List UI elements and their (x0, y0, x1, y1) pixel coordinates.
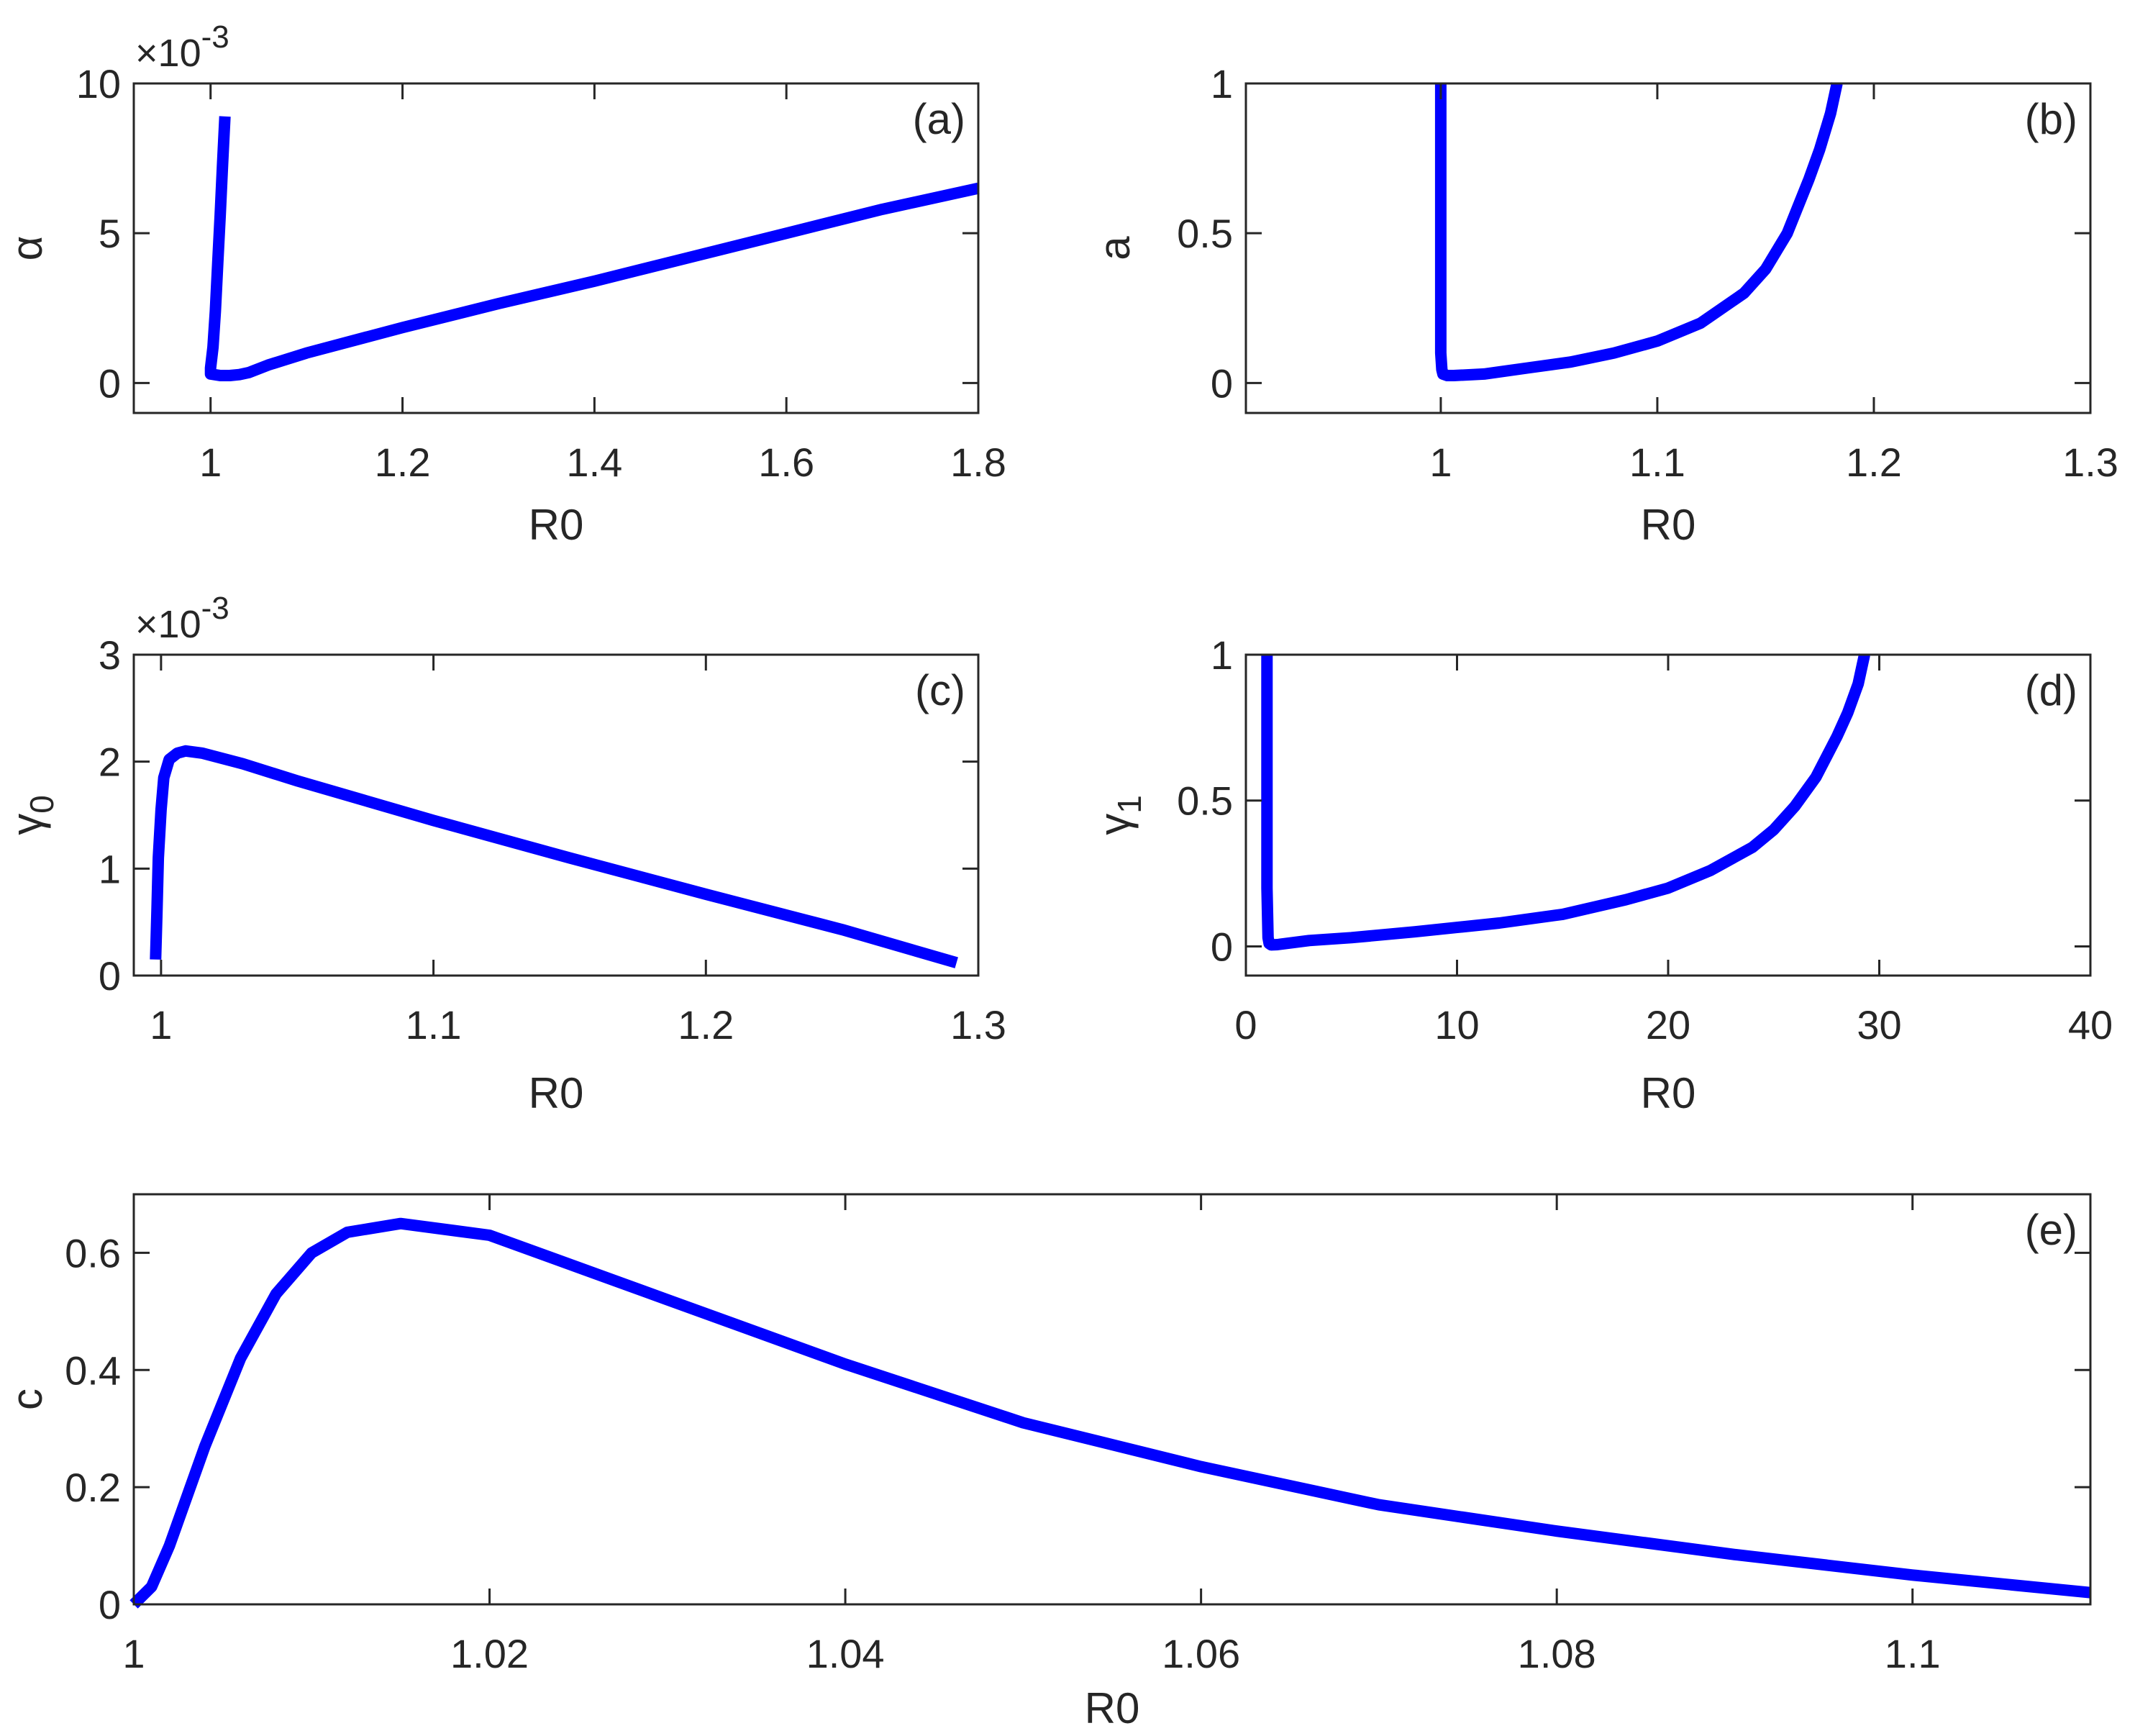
y-tick-label-c: 3 (99, 632, 121, 678)
series-line-d (1261, 653, 1870, 951)
axes-box-e (132, 1193, 2092, 1606)
y-tick-label-d: 0 (1211, 924, 1233, 969)
y-exponent-label-a: ×10-3 (135, 19, 229, 75)
x-tick-label-e: 1.1 (1885, 1631, 1941, 1676)
y-tick-label-c: 0 (99, 953, 121, 999)
y-tick-label-d: 0.5 (1177, 778, 1233, 824)
y-tick-label-e: 0.2 (65, 1465, 121, 1510)
x-tick-label-c: 1 (150, 1002, 172, 1047)
x-tick-label-e: 1.04 (806, 1631, 885, 1676)
x-axis-title-e: R0 (1085, 1684, 1140, 1732)
x-tick-label-c: 1.2 (678, 1002, 734, 1047)
y-axis-title-a: α (3, 236, 51, 261)
x-tick-label-e: 1.02 (450, 1631, 529, 1676)
y-axis-title-d: γ1 (1091, 795, 1148, 835)
axes-box-d (1244, 653, 2092, 977)
x-tick-label-c: 1.1 (406, 1002, 462, 1047)
y-axis-title-c: γ0 (3, 795, 60, 835)
panel-b: 1 1.1 1.2 1.3 0 0.5 1 (b) R0 a (1091, 61, 2118, 549)
axes-box-c (132, 653, 980, 977)
series-line-a (204, 116, 980, 381)
axes-box-a (132, 82, 980, 414)
panel-d: 0 10 20 30 40 0 0.5 1 (d) R0 γ1 (1091, 632, 2113, 1117)
series-line-b (1434, 82, 1843, 381)
y-tick-label-b: 0.5 (1177, 211, 1233, 256)
x-tick-label-b: 1.2 (1846, 440, 1902, 485)
x-tick-label-d: 40 (2068, 1002, 2113, 1047)
x-tick-label-e: 1 (122, 1631, 145, 1676)
panel-label-d: (d) (2025, 666, 2077, 714)
y-axis-title-b: a (1091, 236, 1139, 260)
x-tick-label-d: 20 (1646, 1002, 1690, 1047)
y-tick-label-e: 0 (99, 1582, 121, 1627)
y-tick-label-d: 1 (1211, 632, 1233, 678)
y-tick-label-e: 0.4 (65, 1348, 121, 1393)
y-tick-label-b: 1 (1211, 61, 1233, 106)
x-tick-label-b: 1.1 (1629, 440, 1685, 485)
x-tick-label-e: 1.08 (1518, 1631, 1596, 1676)
panel-label-b: (b) (2025, 95, 2077, 143)
y-exponent-label-c: ×10-3 (135, 591, 229, 646)
panel-e: 1 1.02 1.04 1.06 1.08 1.1 0 0.2 0.4 0.6 (e) R0 c (3, 1193, 2092, 1732)
y-tick-label-a: 10 (76, 61, 121, 106)
x-tick-label-c: 1.3 (950, 1002, 1006, 1047)
panel-label-e: (e) (2025, 1206, 2077, 1254)
x-tick-label-a: 1.8 (950, 440, 1006, 485)
x-axis-title-b: R0 (1641, 501, 1696, 549)
x-tick-label-b: 1.3 (2062, 440, 2118, 485)
x-tick-label-a: 1.2 (375, 440, 431, 485)
y-tick-label-a: 5 (99, 211, 121, 256)
x-tick-label-e: 1.06 (1162, 1631, 1240, 1676)
series-line-e (129, 1217, 2091, 1609)
y-axis-title-e: c (3, 1389, 51, 1410)
y-tick-label-a: 0 (99, 360, 121, 406)
x-tick-label-a: 1 (199, 440, 222, 485)
y-tick-label-e: 0.6 (65, 1230, 121, 1276)
y-tick-label-c: 2 (99, 740, 121, 785)
y-tick-label-c: 1 (99, 846, 121, 891)
y-tick-label-b: 0 (1211, 360, 1233, 406)
x-tick-label-d: 10 (1434, 1002, 1479, 1047)
x-tick-label-b: 1 (1429, 440, 1452, 485)
axes-box-b (1244, 82, 2092, 414)
series-line-c (150, 745, 958, 968)
x-axis-title-a: R0 (529, 501, 584, 549)
panel-a: 1 1.2 1.4 1.6 1.8 0 5 10 ×10-3 (a) R0 α (3, 19, 1006, 549)
panel-label-c: (c) (915, 666, 965, 714)
x-axis-title-d: R0 (1641, 1069, 1696, 1117)
x-tick-label-d: 30 (1857, 1002, 1901, 1047)
x-tick-label-a: 1.4 (566, 440, 622, 485)
x-tick-label-d: 0 (1234, 1002, 1257, 1047)
x-tick-label-a: 1.6 (758, 440, 814, 485)
panel-label-a: (a) (913, 95, 965, 143)
x-axis-title-c: R0 (529, 1069, 584, 1117)
